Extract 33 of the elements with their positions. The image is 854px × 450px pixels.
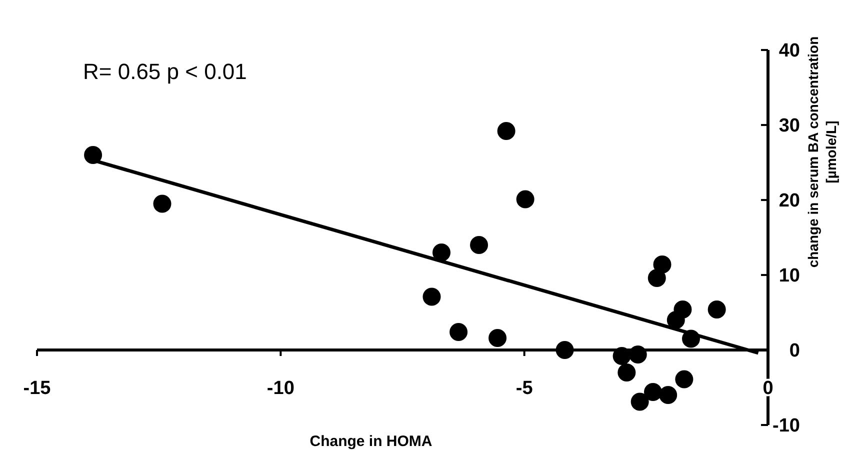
- point: [612, 347, 631, 365]
- point: [497, 122, 516, 140]
- x-tick-label: -10: [266, 378, 294, 399]
- point: [422, 288, 441, 306]
- point: [648, 269, 666, 287]
- point: [153, 194, 172, 213]
- point: [675, 370, 694, 388]
- y-tick-label: 20: [778, 190, 800, 212]
- y-tick-label: 0: [789, 340, 800, 362]
- y-tick-label: 10: [778, 266, 800, 287]
- point: [618, 364, 636, 382]
- x-axis-title: Change in HOMA: [310, 433, 432, 450]
- x-tick-label: -15: [23, 378, 52, 399]
- y-axis-title: change in serum BA concentration [µmole/L]: [805, 36, 839, 268]
- point: [659, 386, 678, 404]
- point: [644, 383, 662, 401]
- annotation: R= 0.65 p < 0.01: [83, 59, 247, 84]
- x-tick-label: -5: [516, 378, 534, 399]
- point: [630, 392, 649, 411]
- point: [488, 329, 507, 347]
- point: [432, 244, 450, 262]
- point: [653, 256, 672, 274]
- point: [84, 146, 102, 164]
- point: [556, 341, 574, 359]
- point: [450, 323, 468, 341]
- y-tick-label: 30: [778, 116, 800, 137]
- point: [708, 300, 726, 318]
- point: [628, 346, 647, 364]
- point: [470, 236, 488, 254]
- point: [516, 190, 534, 208]
- point: [674, 300, 692, 318]
- y-tick-label: 40: [778, 40, 800, 62]
- y-tick-label: -10: [772, 416, 800, 437]
